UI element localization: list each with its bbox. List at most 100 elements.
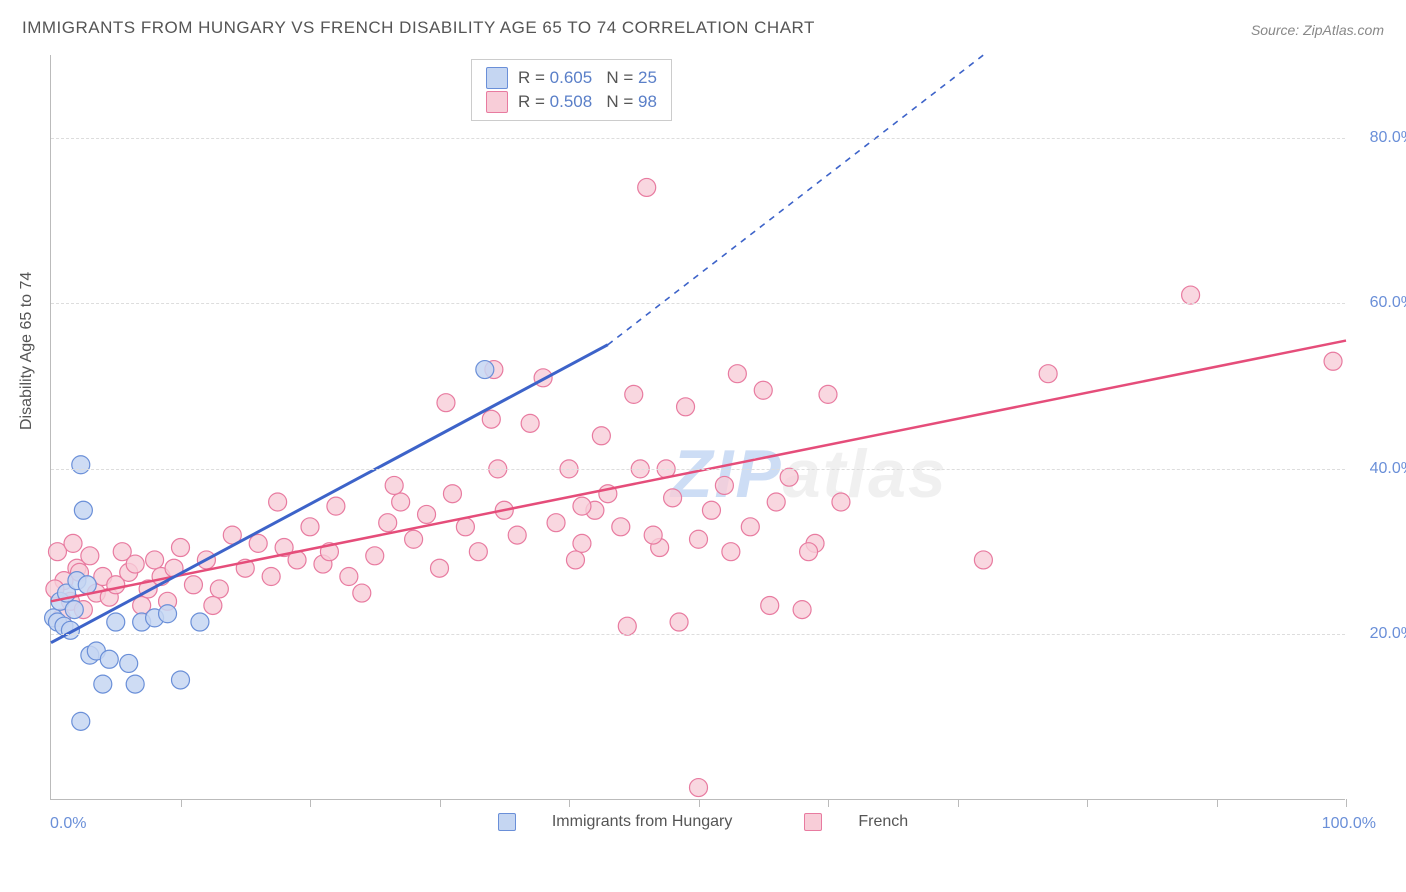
hungary-point [94, 675, 112, 693]
hungary-point [476, 361, 494, 379]
french-point [819, 385, 837, 403]
bottom-legend-label: French [858, 813, 908, 831]
chart-svg [51, 55, 1345, 799]
french-point [702, 501, 720, 519]
y-tick-label: 20.0% [1355, 625, 1406, 643]
bottom-legend-item: French [786, 813, 926, 831]
x-tick [440, 799, 441, 807]
french-point [664, 489, 682, 507]
hungary-point [65, 601, 83, 619]
french-point [728, 365, 746, 383]
hungary-point [172, 671, 190, 689]
french-point [210, 580, 228, 598]
french-point [573, 497, 591, 515]
french-point [618, 617, 636, 635]
stats-legend-row: R = 0.508 N = 98 [486, 90, 657, 114]
french-point [431, 559, 449, 577]
french-point [392, 493, 410, 511]
french-point [172, 539, 190, 557]
x-tick [958, 799, 959, 807]
french-point [366, 547, 384, 565]
x-tick [1087, 799, 1088, 807]
x-tick [310, 799, 311, 807]
x-tick [699, 799, 700, 807]
french-point [741, 518, 759, 536]
gridline-h [51, 469, 1345, 470]
french-point [722, 543, 740, 561]
hungary-point [107, 613, 125, 631]
french-point [1039, 365, 1057, 383]
stats-legend-text: R = 0.605 N = 25 [518, 66, 657, 90]
french-point [644, 526, 662, 544]
french-point [690, 530, 708, 548]
hungary-point [159, 605, 177, 623]
gridline-h [51, 634, 1345, 635]
french-point [184, 576, 202, 594]
french-point [469, 543, 487, 561]
french-point [301, 518, 319, 536]
hungary-point [126, 675, 144, 693]
french-point [64, 534, 82, 552]
chart-container: IMMIGRANTS FROM HUNGARY VS FRENCH DISABI… [0, 0, 1406, 892]
bottom-legend-label: Immigrants from Hungary [552, 813, 733, 831]
x-tick [828, 799, 829, 807]
french-point [81, 547, 99, 565]
hungary-point [72, 712, 90, 730]
french-point [612, 518, 630, 536]
french-point [677, 398, 695, 416]
hungary-point [100, 650, 118, 668]
y-tick-label: 80.0% [1355, 129, 1406, 147]
french-point [793, 601, 811, 619]
french-point [1182, 286, 1200, 304]
source-label: Source: ZipAtlas.com [1251, 22, 1384, 38]
legend-swatch [804, 813, 822, 831]
y-tick-label: 60.0% [1355, 294, 1406, 312]
french-point [573, 534, 591, 552]
hungary-point [120, 654, 138, 672]
chart-title: IMMIGRANTS FROM HUNGARY VS FRENCH DISABI… [22, 18, 815, 38]
y-tick-label: 40.0% [1355, 460, 1406, 478]
x-tick [1217, 799, 1218, 807]
french-point [262, 568, 280, 586]
french-point [418, 505, 436, 523]
french-point [780, 468, 798, 486]
french-point [638, 178, 656, 196]
french-trend-line [51, 341, 1346, 602]
french-point [249, 534, 267, 552]
legend-swatch [486, 91, 508, 113]
x-tick [181, 799, 182, 807]
french-point [800, 543, 818, 561]
stats-legend-row: R = 0.605 N = 25 [486, 66, 657, 90]
french-point [482, 410, 500, 428]
hungary-point [72, 456, 90, 474]
french-point [625, 385, 643, 403]
french-point [592, 427, 610, 445]
legend-swatch [498, 813, 516, 831]
french-point [974, 551, 992, 569]
x-tick [1346, 799, 1347, 807]
french-point [353, 584, 371, 602]
hungary-point [78, 576, 96, 594]
french-point [327, 497, 345, 515]
french-point [405, 530, 423, 548]
french-point [204, 596, 222, 614]
french-point [340, 568, 358, 586]
bottom-legend: Immigrants from Hungary French [0, 813, 1406, 836]
french-point [761, 596, 779, 614]
gridline-h [51, 303, 1345, 304]
french-point [437, 394, 455, 412]
stats-legend-text: R = 0.508 N = 98 [518, 90, 657, 114]
french-point [521, 414, 539, 432]
hungary-point [74, 501, 92, 519]
french-point [547, 514, 565, 532]
french-point [566, 551, 584, 569]
legend-swatch [486, 67, 508, 89]
hungary-point [191, 613, 209, 631]
french-point [379, 514, 397, 532]
french-point [456, 518, 474, 536]
french-point [715, 476, 733, 494]
plot-area: ZIPatlas R = 0.605 N = 25R = 0.508 N = 9… [50, 55, 1345, 800]
bottom-legend-item: Immigrants from Hungary [480, 813, 751, 831]
hungary-trend-line [51, 345, 608, 643]
gridline-h [51, 138, 1345, 139]
